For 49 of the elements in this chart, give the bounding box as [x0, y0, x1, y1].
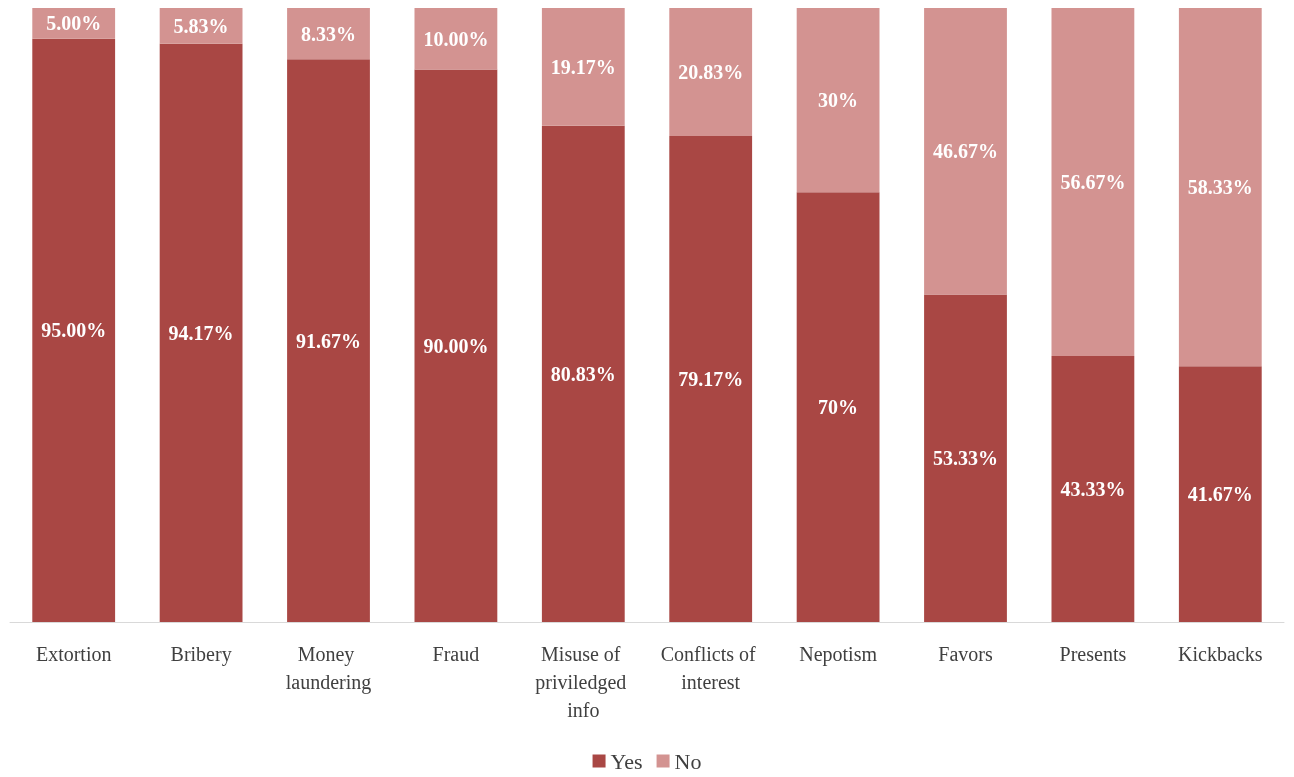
data-label: 56.67%	[1060, 170, 1126, 193]
data-label: 10.00%	[423, 27, 489, 50]
legend-label: Yes	[610, 748, 643, 774]
data-label: 43.33%	[1060, 477, 1126, 500]
bar	[32, 38, 116, 622]
bar	[669, 135, 753, 622]
bar	[287, 59, 370, 622]
bar	[924, 294, 1007, 622]
bar	[1051, 355, 1135, 622]
data-label: 5.00%	[46, 12, 102, 35]
x-tick-label: Fraud	[432, 643, 480, 665]
data-label: 46.67%	[933, 140, 998, 163]
bar	[1051, 8, 1135, 356]
bar	[796, 8, 880, 193]
bar	[1178, 366, 1262, 622]
x-tick-label: Conflicts of interest	[660, 643, 761, 693]
bar	[159, 43, 243, 622]
x-tick-label: Misuse of priviledged info	[535, 643, 632, 721]
data-label: 91.67%	[296, 329, 361, 352]
bar	[287, 8, 370, 60]
data-label: 5.83%	[173, 14, 229, 37]
data-label: 8.33%	[301, 22, 356, 45]
data-label: 95.00%	[41, 319, 107, 342]
data-label: 94.17%	[168, 321, 234, 344]
x-tick-label: Money laundering	[285, 643, 372, 694]
x-tick-label: Presents	[1059, 643, 1127, 665]
data-label: 90.00%	[423, 334, 489, 357]
data-label: 70%	[818, 396, 859, 419]
legend-label: No	[674, 748, 702, 774]
bar	[924, 8, 1007, 295]
bar	[796, 192, 880, 622]
x-tick-label: Nepotism	[799, 643, 878, 666]
x-tick-label: Bribery	[170, 643, 232, 666]
bar	[541, 125, 625, 622]
x-tick-label: Favors	[938, 643, 993, 665]
data-label: 58.33%	[1187, 176, 1253, 199]
data-label: 19.17%	[550, 55, 616, 78]
data-label: 41.67%	[1187, 483, 1253, 506]
x-tick-label: Extortion	[35, 643, 112, 665]
data-label: 20.83%	[678, 60, 744, 83]
data-label: 79.17%	[678, 367, 744, 390]
bar	[414, 69, 498, 622]
bar	[541, 8, 625, 126]
x-tick-label: Kickbacks	[1178, 643, 1263, 665]
data-label: 53.33%	[933, 447, 998, 470]
data-label: 80.83%	[550, 362, 616, 385]
bar	[669, 8, 753, 136]
data-label: 30%	[818, 89, 859, 112]
bar	[1178, 8, 1262, 367]
